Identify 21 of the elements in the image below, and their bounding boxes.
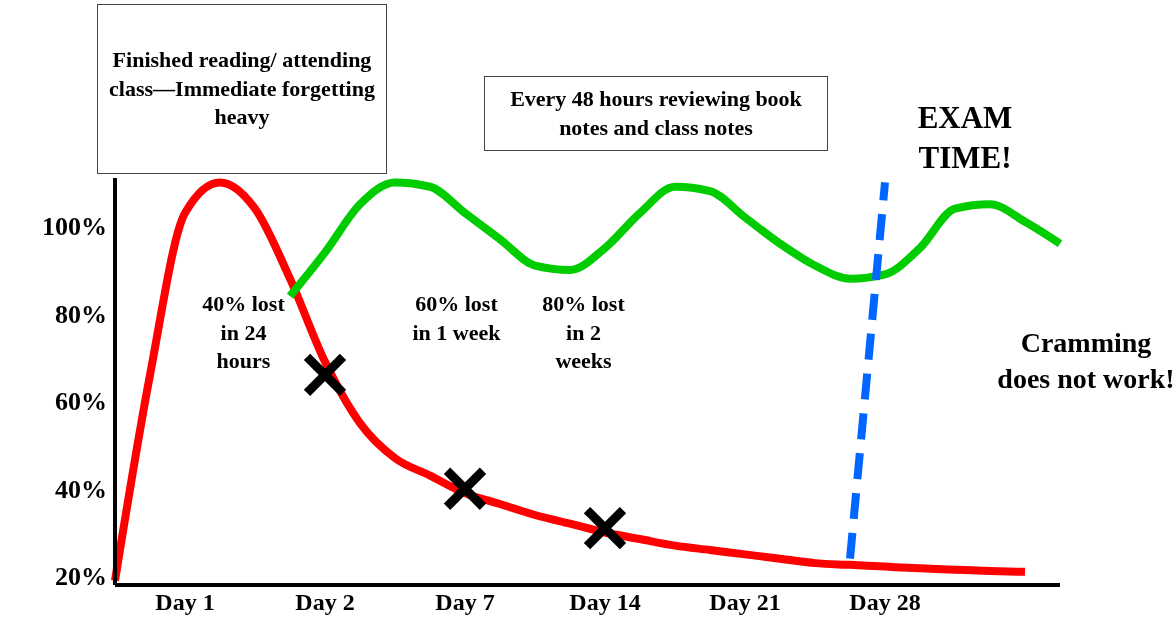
x-tick-label: Day 21 (709, 589, 781, 616)
annotation: 40% lost in 24 hours (201, 290, 286, 376)
annotation: Cramming does not work! (996, 326, 1176, 397)
text: Every 48 hours reviewing book notes and class notes (509, 85, 803, 142)
text: Finished reading/ attending class—Immediate forgetting heavy (108, 46, 376, 132)
x-tick-label: Day 1 (155, 589, 215, 616)
point (582, 505, 628, 551)
annotation: 60% lost in 1 week (411, 290, 502, 347)
point (442, 466, 488, 512)
annotation: 80% lost in 2 weeks (541, 290, 626, 376)
x-tick-label: Day 7 (435, 589, 495, 616)
x-tick-label: Day 28 (849, 589, 921, 616)
x-tick-label: Day 14 (569, 589, 641, 616)
text: EXAM TIME! (916, 99, 1014, 178)
y-tick-label: 40% (55, 474, 107, 504)
y-tick-label: 100% (42, 212, 107, 242)
x-tick-label: Day 2 (295, 589, 355, 616)
y-tick-label: 80% (55, 299, 107, 329)
y-tick-label: 60% (55, 387, 107, 417)
y-tick-label: 20% (55, 562, 107, 592)
point (302, 352, 348, 398)
